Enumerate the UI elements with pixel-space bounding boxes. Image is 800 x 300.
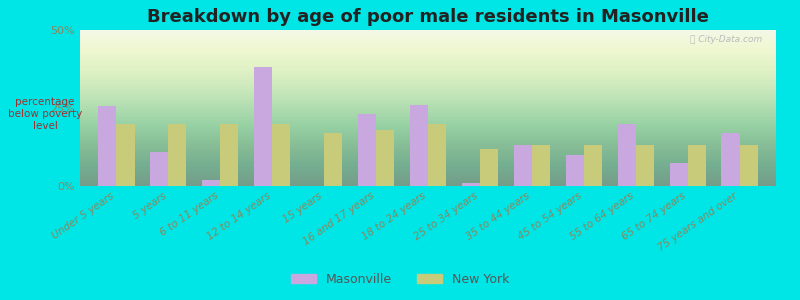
Bar: [168, 124, 186, 186]
Text: Ⓢ City-Data.com: Ⓢ City-Data.com: [690, 35, 762, 44]
Bar: [150, 152, 168, 186]
Bar: [410, 105, 428, 186]
Bar: [202, 180, 220, 186]
Bar: [254, 68, 272, 186]
Bar: [376, 130, 394, 186]
Bar: [462, 183, 480, 186]
Bar: [566, 155, 584, 186]
Bar: [532, 146, 550, 186]
Bar: [514, 146, 532, 186]
Bar: [636, 146, 654, 186]
Bar: [722, 133, 740, 186]
Bar: [740, 146, 758, 186]
Bar: [220, 124, 238, 186]
Bar: [428, 124, 446, 186]
Text: percentage
below poverty
level: percentage below poverty level: [8, 98, 82, 130]
Title: Breakdown by age of poor male residents in Masonville: Breakdown by age of poor male residents …: [147, 8, 709, 26]
Bar: [670, 163, 688, 186]
Bar: [618, 124, 636, 186]
Bar: [480, 148, 498, 186]
Bar: [324, 133, 342, 186]
Bar: [98, 106, 116, 186]
Bar: [688, 146, 706, 186]
Bar: [584, 146, 602, 186]
Legend: Masonville, New York: Masonville, New York: [286, 268, 514, 291]
Bar: [358, 114, 376, 186]
Bar: [272, 124, 290, 186]
Bar: [116, 124, 134, 186]
